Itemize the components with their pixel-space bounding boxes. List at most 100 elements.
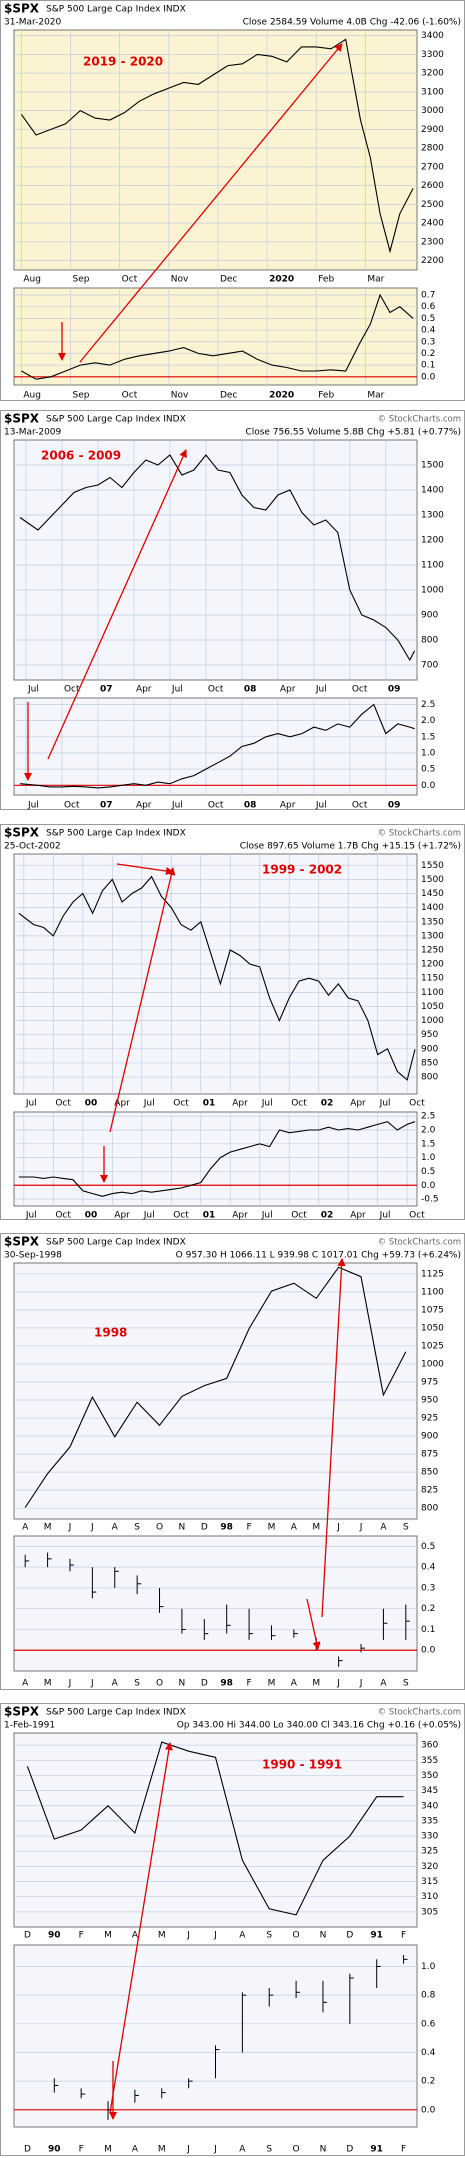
y-tick-label: 0.5	[421, 765, 435, 775]
index-name: S&P 500 Large Cap Index INDX	[46, 1238, 186, 1248]
y-tick-label: 1200	[421, 536, 444, 546]
y-tick-label: 1.0	[421, 1962, 436, 1972]
x-tick-label: Apr	[114, 1211, 130, 1221]
y-tick-label: 0.6	[421, 2019, 436, 2029]
main-plot-area	[13, 1262, 418, 1520]
x-tick-label: J	[186, 2145, 190, 2155]
annotation: 1999 - 2002	[262, 863, 342, 877]
x-tick-label: M	[268, 1679, 276, 1689]
y-tick-label: 800	[421, 636, 438, 646]
x-tick-label: Oct	[173, 1099, 189, 1109]
y-tick-label: 0.7	[421, 291, 435, 301]
x-tick-label: Apr	[114, 1099, 130, 1109]
x-tick-label: D	[24, 2145, 31, 2155]
x-tick-label: 09	[388, 801, 401, 811]
y-tick-label: 315	[421, 1877, 438, 1887]
x-tick-label: F	[401, 2145, 406, 2155]
lower-plot-area	[13, 1535, 418, 1672]
x-tick-label: A	[132, 1931, 139, 1941]
y-tick-label: 3200	[421, 69, 444, 79]
y-tick-label: 0.0	[421, 1181, 436, 1191]
x-tick-label: J	[68, 1523, 72, 1533]
annotation-arrow	[306, 1598, 321, 1650]
main-plot-area	[13, 1732, 418, 1928]
x-tick-label: 01	[203, 1211, 216, 1221]
y-tick-label: 1500	[421, 875, 444, 885]
y-tick-label: 2700	[421, 162, 444, 172]
y-tick-label: 900	[421, 611, 438, 621]
x-tick-label: 07	[100, 801, 113, 811]
index-name: S&P 500 Large Cap Index INDX	[46, 829, 186, 839]
symbol: $SPX	[4, 2, 40, 16]
x-tick-label: 2020	[269, 391, 294, 401]
price-line	[19, 703, 415, 789]
symbol: $SPX	[4, 1235, 40, 1249]
x-tick-label: 02	[321, 1099, 334, 1109]
x-tick-label: M	[104, 2145, 112, 2155]
y-tick-label: 305	[421, 1907, 438, 1917]
watermark: © StockCharts.com	[378, 829, 461, 839]
x-tick-label: M	[312, 1523, 320, 1533]
x-tick-label: O	[293, 2145, 300, 2155]
main-plot-area	[13, 853, 418, 1095]
x-tick-label: 07	[100, 685, 113, 695]
x-tick-label: 91	[370, 1931, 383, 1941]
x-tick-label: A	[112, 1679, 119, 1689]
stats: Close 2584.59 Volume 4.0B Chg -42.06 (-1…	[243, 18, 461, 28]
x-tick-label: A	[239, 1931, 246, 1941]
x-tick-label: Jul	[27, 801, 39, 811]
x-tick-label: Oct	[409, 1099, 425, 1109]
x-tick-label: A	[380, 1679, 387, 1689]
x-tick-label: S	[403, 1679, 409, 1689]
y-tick-label: 1550	[421, 861, 444, 871]
price-line	[26, 1741, 404, 1916]
x-tick-label: J	[359, 1523, 363, 1533]
x-tick-label: M	[44, 1679, 52, 1689]
x-tick-label: 08	[244, 685, 257, 695]
y-tick-label: 0.6	[421, 302, 436, 312]
x-tick-label: Oct	[122, 275, 138, 285]
y-tick-label: 1250	[421, 946, 444, 956]
y-tick-label: 2900	[421, 125, 444, 135]
x-tick-label: Jul	[315, 685, 327, 695]
y-tick-label: 350	[421, 1771, 438, 1781]
x-tick-label: 98	[220, 1679, 233, 1689]
y-tick-label: 0.4	[421, 1563, 436, 1573]
y-tick-label: 1200	[421, 960, 444, 970]
x-tick-label: J	[336, 1679, 340, 1689]
y-tick-label: 1300	[421, 511, 444, 521]
x-tick-label: Oct	[409, 1211, 425, 1221]
y-tick-label: 0.3	[421, 337, 435, 347]
y-tick-label: 345	[421, 1786, 438, 1796]
x-tick-label: M	[312, 1679, 320, 1689]
x-tick-label: J	[186, 1931, 190, 1941]
y-tick-label: 330	[421, 1832, 438, 1842]
x-tick-label: 00	[85, 1211, 98, 1221]
y-tick-label: 2300	[421, 237, 444, 247]
y-tick-label: 2500	[421, 200, 444, 210]
x-tick-label: A	[22, 1679, 29, 1689]
lower-plot-area	[13, 697, 418, 796]
watermark: © StockCharts.com	[378, 1238, 461, 1248]
x-tick-label: S	[266, 2145, 272, 2155]
y-tick-label: 0.5	[421, 1167, 435, 1177]
stats: Op 343.00 Hi 344.00 Lo 340.00 Cl 343.16 …	[177, 1721, 461, 1731]
x-tick-label: Nov	[171, 391, 189, 401]
date: 25-Oct-2002	[4, 842, 61, 852]
y-tick-label: 3300	[421, 50, 444, 60]
x-tick-label: Jul	[315, 801, 327, 811]
x-tick-label: D	[346, 2145, 353, 2155]
x-tick-label: Dec	[220, 275, 237, 285]
main-plot-area	[13, 29, 418, 271]
annotation-arrow	[47, 449, 187, 760]
x-tick-label: Jul	[25, 1099, 37, 1109]
x-tick-label: S	[403, 1523, 409, 1533]
x-tick-label: Apr	[280, 801, 296, 811]
symbol: $SPX	[4, 412, 40, 426]
annotation: 1998	[94, 1326, 127, 1340]
x-tick-label: F	[79, 2145, 84, 2155]
x-tick-label: O	[156, 1679, 163, 1689]
date: 1-Feb-1991	[4, 1721, 55, 1731]
price-line	[18, 875, 416, 1081]
y-tick-label: 2.0	[421, 1125, 436, 1135]
